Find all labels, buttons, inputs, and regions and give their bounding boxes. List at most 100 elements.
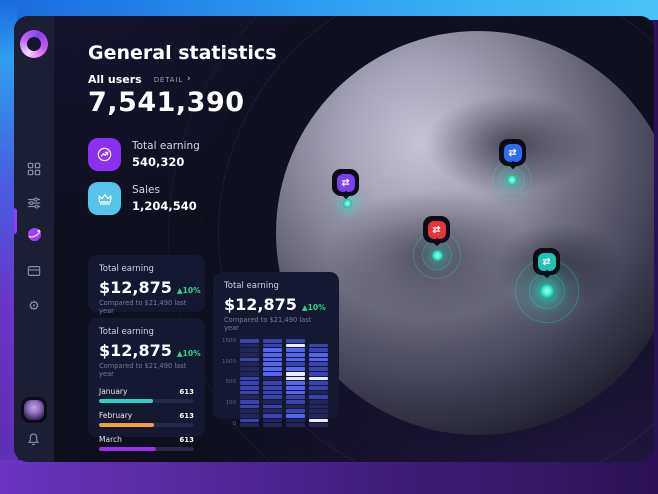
- chart-segment: [286, 390, 305, 395]
- chart-segment: [263, 404, 282, 409]
- chart-segment: [286, 409, 305, 413]
- chart-segment: [263, 367, 282, 371]
- chart-segment: [263, 339, 282, 343]
- stat-label: Total earning: [132, 140, 200, 152]
- chart-segment: [309, 390, 328, 395]
- chart-segment: [240, 362, 259, 367]
- earning-card-small[interactable]: Total earning $12,875 ▲10% Compared to $…: [88, 255, 205, 315]
- y-tick: 500: [225, 379, 237, 386]
- chart-segment: [240, 423, 259, 428]
- chart-segment: [263, 376, 282, 381]
- chart-segment: [309, 385, 328, 390]
- sidebar-item-dashboard[interactable]: [14, 157, 54, 181]
- sidebar-item-filters[interactable]: [14, 191, 54, 215]
- sidebar-item-panels[interactable]: [14, 259, 54, 283]
- transfer-icon: [503, 143, 522, 162]
- chart-segment: [263, 357, 282, 362]
- chart-segment: [309, 367, 328, 371]
- globe-icon: [27, 227, 42, 242]
- earning-card-chart[interactable]: Total earning $12,875 ▲10% Compared to $…: [213, 272, 339, 428]
- progress-track: [99, 399, 194, 403]
- transfer-pin-purple[interactable]: [332, 169, 359, 196]
- total-users-value: 7,541,390: [88, 87, 245, 118]
- chart-segment: [240, 385, 259, 390]
- amount-value: $12,875: [99, 341, 172, 360]
- chart-segment: [240, 395, 259, 399]
- chart-segment: [263, 399, 282, 404]
- chart-segment: [309, 357, 328, 362]
- chart-segment: [309, 362, 328, 367]
- window-icon: [27, 264, 41, 278]
- chart-segment: [240, 399, 259, 404]
- chart-segment: [240, 376, 259, 381]
- chart-segment: [240, 409, 259, 413]
- transfer-pin-teal[interactable]: [533, 248, 560, 275]
- up-arrow-icon: ▲: [176, 349, 183, 358]
- chart-segment: [240, 353, 259, 357]
- month-value: 613: [179, 388, 194, 396]
- chart-segment: [309, 353, 328, 357]
- transfer-pin-red[interactable]: [423, 216, 450, 243]
- chart-segment: [263, 414, 282, 418]
- sidebar-item-globe[interactable]: [14, 222, 54, 246]
- chart-segment: [240, 339, 259, 343]
- user-avatar[interactable]: [21, 397, 47, 423]
- month-row: January 613: [99, 387, 194, 403]
- chart-segment: [263, 395, 282, 399]
- transfer-pin-blue[interactable]: [499, 139, 526, 166]
- chart-segment: [286, 343, 305, 348]
- avatar-image: [24, 400, 44, 420]
- chart-segment: [286, 404, 305, 409]
- card-title: Total earning: [224, 281, 279, 291]
- chart-segment: [240, 357, 259, 362]
- amount-value: $12,875: [224, 295, 297, 314]
- delta-badge: ▲10%: [177, 349, 201, 358]
- delta-value: 10%: [307, 303, 326, 312]
- chart-segment: [309, 399, 328, 404]
- chart-segment: [263, 362, 282, 367]
- background-bottom-band: [0, 460, 658, 494]
- chart-segment: [309, 348, 328, 353]
- transfer-icon: [537, 252, 556, 271]
- crown-icon: [88, 182, 121, 215]
- progress-track: [99, 447, 194, 451]
- transfer-icon: [427, 220, 446, 239]
- delta-badge: ▲10%: [302, 303, 326, 312]
- y-tick: 1500: [222, 338, 236, 344]
- marker-dot: [432, 250, 443, 261]
- chart-segment: [286, 395, 305, 399]
- chart-y-axis: 1500 1000 500 100 0: [222, 338, 240, 427]
- month-label: January: [99, 387, 128, 396]
- amount-value: $12,875: [99, 278, 172, 297]
- chart-segment: [309, 395, 328, 399]
- chart-segment: [263, 409, 282, 413]
- brand-logo[interactable]: [20, 30, 48, 58]
- all-users-label: All users: [88, 73, 142, 86]
- notifications-button[interactable]: [26, 432, 41, 447]
- chart-segment: [240, 404, 259, 409]
- chart-segment: [309, 404, 328, 409]
- chart-columns: [240, 339, 328, 428]
- earning-card-monthly[interactable]: Total earning $12,875 ▲10% Compared to $…: [88, 318, 205, 451]
- chart-column: [240, 339, 259, 428]
- progress-fill: [99, 423, 155, 427]
- chart-segment: [309, 343, 328, 348]
- sidebar-item-settings[interactable]: ⚙: [14, 294, 54, 318]
- chart-segment: [286, 353, 305, 357]
- chart-segment: [286, 367, 305, 371]
- chart-segment: [309, 376, 328, 381]
- chart-segment: [263, 353, 282, 357]
- marker-dot: [540, 284, 554, 298]
- chart-segment: [309, 423, 328, 428]
- compare-text: Compared to $21,490 last year: [99, 362, 187, 378]
- chart-segment: [240, 418, 259, 423]
- chart-segment: [309, 371, 328, 376]
- chart-segment: [286, 385, 305, 390]
- segmented-bar-chart: 1500 1000 500 100 0: [222, 338, 328, 428]
- marker-dot: [343, 199, 352, 208]
- compare-text: Compared to $21,490 last year: [99, 299, 187, 315]
- chart-segment: [309, 414, 328, 418]
- progress-fill: [99, 447, 156, 451]
- chart-segment: [286, 414, 305, 418]
- detail-button[interactable]: DETAIL ›: [154, 75, 192, 84]
